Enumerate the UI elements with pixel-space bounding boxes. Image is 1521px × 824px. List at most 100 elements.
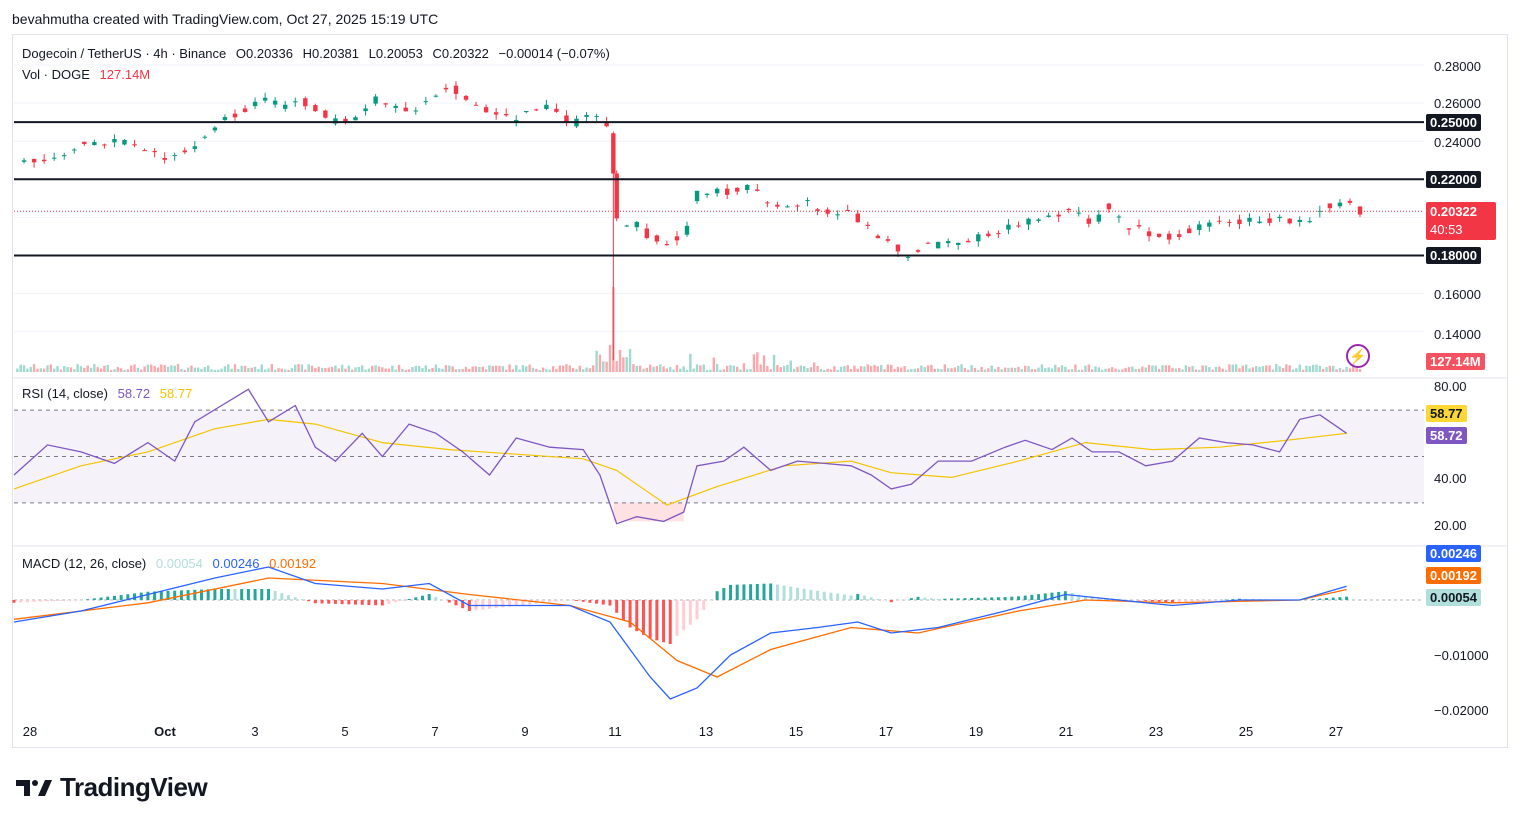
volume-bar (237, 369, 240, 372)
volume-bar (464, 367, 468, 372)
volume-bar (310, 365, 314, 372)
volume-bar (250, 367, 253, 372)
candle-body (1136, 225, 1142, 227)
candle-body (775, 204, 780, 207)
chart-frame[interactable] (12, 34, 1508, 748)
volume-bar (541, 367, 545, 372)
macd-histogram-bar (179, 590, 183, 600)
volume-bar (56, 366, 59, 372)
volume-bar (1244, 364, 1248, 372)
volume-bar (59, 369, 63, 372)
volume-bar (1097, 367, 1101, 372)
volume-bar (722, 369, 726, 372)
volume-bar (859, 366, 863, 372)
tradingview-logo[interactable]: TradingView (14, 772, 208, 803)
macd-histogram-bar (1331, 597, 1335, 600)
candle-body (202, 136, 208, 138)
rsi-axis-label: 80.00 (1434, 379, 1467, 394)
symbol-label[interactable]: Dogecoin / TetherUS · 4h · Binance (22, 46, 227, 61)
volume-bar (1144, 367, 1147, 372)
volume-bar (1117, 369, 1121, 372)
volume-bar (1345, 366, 1348, 372)
macd-histogram-bar (816, 590, 820, 600)
volume-bar (1321, 368, 1325, 372)
volume-bar (1147, 364, 1151, 372)
volume-label[interactable]: Vol · DOGE (22, 67, 90, 82)
price-axis-label: 0.28000 (1434, 59, 1481, 74)
macd-histogram-bar (1211, 600, 1215, 601)
time-axis-label: 3 (251, 724, 258, 739)
volume-bar (856, 368, 859, 372)
macd-histogram-bar (702, 600, 706, 610)
volume-bar (1278, 366, 1281, 372)
time-axis-label: 28 (23, 724, 37, 739)
volume-bar (1114, 368, 1117, 372)
macd-histogram-bar (896, 600, 900, 601)
macd-histogram-bar (481, 600, 485, 610)
volume-bar (320, 367, 324, 372)
price-axis-label: 0.26000 (1434, 96, 1481, 111)
level-tag-220[interactable]: 0.22000 (1426, 171, 1481, 188)
volume-bar (950, 368, 953, 372)
volume-bar (1241, 365, 1245, 372)
macd-histogram-bar (742, 584, 746, 600)
volume-bar (692, 368, 695, 372)
volume-value: 127.14M (99, 67, 151, 82)
volume-bar (1000, 369, 1003, 372)
macd-histogram-bar (1177, 600, 1181, 603)
macd-histogram-bar (762, 583, 766, 600)
level-tag-250[interactable]: 0.25000 (1426, 114, 1481, 131)
volume-bar (632, 364, 635, 372)
volume-bar (769, 369, 772, 372)
volume-bar (414, 365, 417, 372)
rsi-label[interactable]: RSI (14, close) (22, 386, 108, 401)
time-axis-label: 23 (1149, 724, 1163, 739)
volume-bar (1057, 367, 1060, 372)
macd-tag: 0.00246 (1426, 545, 1481, 562)
macd-histogram-bar (427, 594, 431, 600)
candle-body (473, 104, 479, 106)
candle-body (1156, 233, 1162, 237)
candle-body (272, 100, 278, 105)
candle-body (252, 101, 258, 107)
volume-bar (756, 352, 759, 372)
macd-histogram-bar (233, 589, 237, 600)
candle-body (614, 173, 619, 219)
macd-label[interactable]: MACD (12, 26, close) (22, 556, 147, 571)
volume-bar (508, 364, 511, 372)
rsi-oversold-fill (613, 502, 684, 522)
volume-bar (39, 368, 42, 372)
macd-histogram-bar (414, 597, 418, 600)
volume-bar (63, 366, 66, 372)
volume-bar (936, 368, 940, 372)
candle-body (1026, 218, 1031, 225)
volume-bar (263, 369, 267, 372)
tradingview-logo-icon (16, 779, 52, 796)
candle-body (674, 236, 680, 241)
candle-body (323, 110, 328, 118)
candle-body (373, 96, 378, 104)
macd-histogram-bar (889, 600, 893, 603)
candle-body (795, 205, 800, 207)
macd-histogram-bar (200, 589, 204, 600)
volume-bar (314, 368, 317, 372)
volume-bar (829, 369, 833, 372)
macd-histogram-bar (568, 600, 572, 601)
volume-bar (799, 365, 803, 372)
alert-lightning-icon[interactable]: ⚡ (1346, 344, 1370, 368)
level-tag-180[interactable]: 0.18000 (1426, 247, 1481, 264)
volume-bar (926, 365, 930, 372)
macd-histogram-bar (548, 600, 552, 603)
volume-bar (183, 369, 186, 372)
volume-bar (625, 357, 628, 372)
volume-bar (662, 366, 665, 372)
macd-histogram-bar (367, 600, 371, 606)
volume-bar (113, 369, 116, 372)
volume-bar (1070, 369, 1074, 372)
macd-histogram-bar (749, 584, 753, 600)
macd-histogram-bar (1318, 598, 1322, 600)
volume-bar (685, 369, 689, 372)
macd-histogram-bar (394, 600, 398, 603)
volume-bar (491, 366, 495, 372)
